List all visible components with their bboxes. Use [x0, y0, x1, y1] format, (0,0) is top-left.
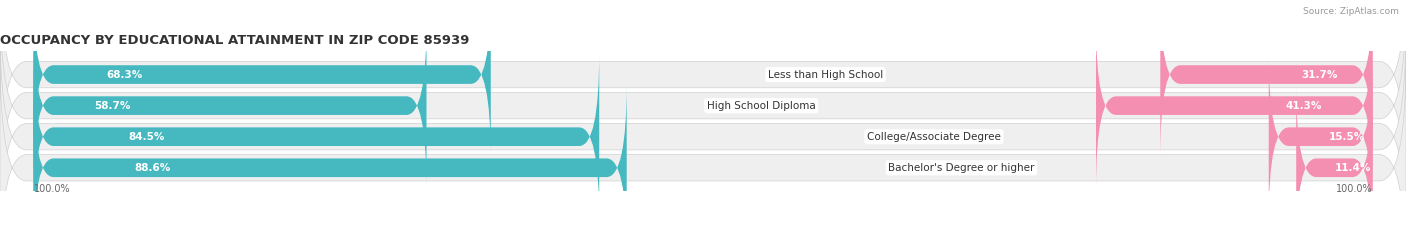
Text: Source: ZipAtlas.com: Source: ZipAtlas.com [1303, 7, 1399, 16]
Text: Less than High School: Less than High School [768, 70, 883, 79]
Text: 41.3%: 41.3% [1285, 101, 1322, 111]
Text: Bachelor's Degree or higher: Bachelor's Degree or higher [889, 163, 1035, 173]
Text: 88.6%: 88.6% [134, 163, 170, 173]
Text: High School Diploma: High School Diploma [707, 101, 815, 111]
FancyBboxPatch shape [34, 0, 491, 158]
FancyBboxPatch shape [1160, 0, 1372, 158]
FancyBboxPatch shape [34, 22, 426, 189]
Text: 84.5%: 84.5% [128, 132, 165, 142]
Text: College/Associate Degree: College/Associate Degree [868, 132, 1001, 142]
Text: 11.4%: 11.4% [1336, 163, 1372, 173]
FancyBboxPatch shape [34, 84, 627, 233]
Text: OCCUPANCY BY EDUCATIONAL ATTAINMENT IN ZIP CODE 85939: OCCUPANCY BY EDUCATIONAL ATTAINMENT IN Z… [0, 34, 470, 47]
Text: 58.7%: 58.7% [94, 101, 131, 111]
FancyBboxPatch shape [0, 0, 1406, 186]
Text: 15.5%: 15.5% [1329, 132, 1365, 142]
FancyBboxPatch shape [1097, 22, 1372, 189]
FancyBboxPatch shape [1296, 84, 1372, 233]
Text: 100.0%: 100.0% [1336, 184, 1372, 194]
FancyBboxPatch shape [0, 0, 1406, 217]
FancyBboxPatch shape [0, 57, 1406, 233]
Text: 100.0%: 100.0% [34, 184, 70, 194]
Text: 31.7%: 31.7% [1302, 70, 1337, 79]
FancyBboxPatch shape [0, 26, 1406, 233]
Text: 68.3%: 68.3% [107, 70, 143, 79]
FancyBboxPatch shape [34, 53, 599, 221]
FancyBboxPatch shape [1268, 53, 1372, 221]
